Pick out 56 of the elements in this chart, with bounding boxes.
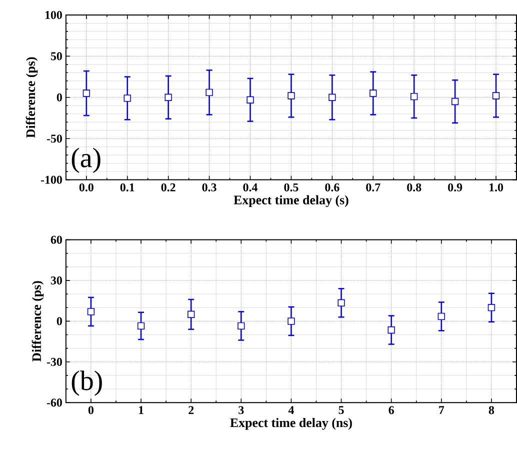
y-tick-label: -30 <box>46 358 62 366</box>
y-tick-label: 50 <box>50 52 62 60</box>
point <box>164 94 172 102</box>
x-tick-label: 0 <box>88 406 94 414</box>
point <box>488 304 496 312</box>
y-tick-label: 0 <box>56 94 62 102</box>
point <box>206 89 213 96</box>
point <box>370 90 377 98</box>
point <box>288 92 295 100</box>
x-axis-title: Expect time delay (s) <box>234 196 348 208</box>
x-tick-label: 0.1 <box>120 184 134 192</box>
x-tick-label: 1 <box>139 406 144 414</box>
x-tick-label: 0.5 <box>284 184 298 192</box>
point <box>451 98 459 106</box>
y-tick-label: 100 <box>45 11 62 20</box>
y-tick-label: 60 <box>50 236 62 244</box>
x-tick-label: 2 <box>188 406 194 414</box>
y-tick-label: -100 <box>40 176 62 184</box>
x-tick-label: 0.6 <box>325 184 340 192</box>
x-tick-label: 0.2 <box>161 184 176 192</box>
x-tick-label: 6 <box>388 406 394 414</box>
point <box>246 96 254 104</box>
point <box>338 299 345 307</box>
annotation: (a) <box>72 148 100 174</box>
point <box>410 93 418 100</box>
y-tick-label: -50 <box>46 134 62 143</box>
point <box>82 90 90 98</box>
y-axis-title: Difference (ps) <box>26 58 38 138</box>
x-tick-label: 0.8 <box>407 184 422 192</box>
point <box>438 313 445 320</box>
point <box>238 322 245 330</box>
x-tick-label: 5 <box>338 406 344 414</box>
point <box>288 318 295 325</box>
x-tick-label: 3 <box>238 406 244 414</box>
x-tick-label: 0.4 <box>243 184 258 192</box>
annotation: (b) <box>72 370 102 396</box>
point <box>388 326 395 334</box>
x-axis-title: Expect time delay (ns) <box>230 418 352 430</box>
x-tick-label: 0.3 <box>202 184 216 192</box>
point <box>492 92 500 100</box>
x-tick-label: 1.0 <box>490 184 504 192</box>
y-tick-label: 0 <box>56 317 62 326</box>
x-tick-label: 0.0 <box>79 184 94 192</box>
point <box>188 311 195 318</box>
y-tick-label: -60 <box>46 398 62 407</box>
x-tick-label: 7 <box>439 406 444 414</box>
point <box>87 308 95 316</box>
x-tick-label: 0.9 <box>448 184 462 192</box>
point <box>328 94 336 102</box>
y-axis-title: Difference (ps) <box>32 281 44 362</box>
x-tick-label: 4 <box>288 406 294 414</box>
x-tick-label: 0.7 <box>366 184 380 192</box>
y-tick-label: 30 <box>50 276 62 285</box>
point <box>137 322 145 330</box>
point <box>124 94 131 102</box>
x-tick-label: 8 <box>488 406 494 414</box>
